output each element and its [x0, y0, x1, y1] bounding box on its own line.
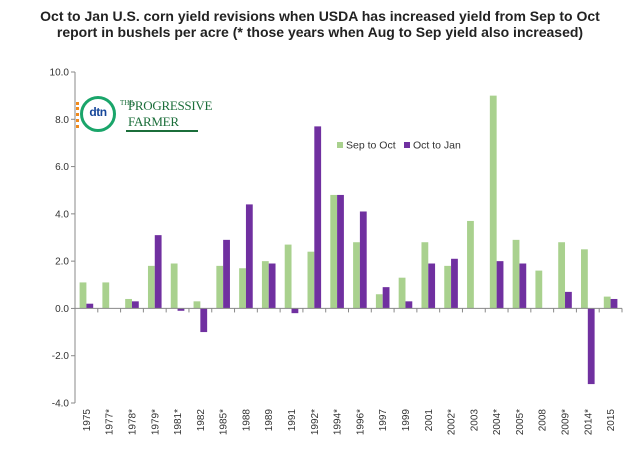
x-tick-label: 2014*	[583, 409, 594, 435]
bar-sep-to-oct	[330, 194, 338, 309]
x-tick-label: 1994*	[333, 409, 344, 435]
bar-sep-to-oct	[581, 249, 588, 309]
x-tick-label: 1977*	[105, 409, 116, 435]
bar-oct-to-jan	[337, 194, 344, 309]
bar-oct-to-jan	[405, 301, 413, 309]
x-tick-label: 1997	[378, 409, 389, 432]
bar-sep-to-oct	[170, 263, 178, 309]
x-axis: 1975 1977* 1978* 1979* 1981* 1982 1985* 1988 198…	[74, 307, 623, 435]
bar-oct-to-jan	[314, 126, 322, 309]
bar-oct-to-jan	[86, 303, 94, 309]
bar-sep-to-oct	[558, 242, 566, 309]
chart-title: Oct to Jan U.S. corn yield revisions whe…	[40, 8, 600, 40]
x-tick-label: 2004*	[492, 409, 503, 435]
x-tick-label: 1991	[287, 409, 298, 432]
y-tick-label: -2.0	[52, 351, 70, 362]
bar-oct-to-jan	[451, 258, 458, 309]
bar-sep-to-oct	[421, 242, 429, 309]
logo-progressive-text: PROGRESSIVE	[128, 98, 213, 113]
bar-oct-to-jan	[154, 235, 162, 309]
y-axis: -4.0 -2.0 0.0 2.0 4.0 6.0 8.0 10.0	[50, 68, 76, 410]
bar-oct-to-jan	[496, 261, 504, 309]
x-tick-label: 2003	[469, 409, 480, 432]
bar-oct-to-jan	[291, 308, 299, 314]
x-tick-label: 1989	[264, 409, 275, 432]
bar-sep-to-oct	[307, 251, 315, 309]
bar-oct-to-jan	[223, 239, 230, 309]
y-tick-label: 0.0	[55, 304, 69, 315]
bar-oct-to-jan	[131, 301, 139, 309]
bar-sep-to-oct	[444, 265, 452, 309]
bar-sep-to-oct	[375, 294, 383, 309]
y-tick-label: 2.0	[55, 257, 69, 268]
x-tick-label: 1978*	[127, 409, 138, 435]
bar-sep-to-oct	[125, 298, 132, 309]
x-tick-label: 2008	[538, 409, 549, 432]
bar-oct-to-jan	[587, 308, 595, 385]
bar-sep-to-oct	[353, 242, 360, 309]
y-tick-label: 6.0	[55, 162, 69, 173]
bar-oct-to-jan	[382, 287, 390, 309]
logo-underline	[126, 130, 198, 132]
legend-label: Sep to Oct	[346, 140, 396, 152]
bar-sep-to-oct	[284, 244, 292, 309]
bar-oct-to-jan	[245, 204, 253, 309]
bar-sep-to-oct	[102, 282, 110, 309]
x-tick-label: 1981*	[173, 409, 184, 435]
bar-sep-to-oct	[193, 301, 201, 309]
dtn-progressive-farmer-logo: dtn THE PROGRESSIVE FARMER	[76, 96, 212, 136]
bar-oct-to-jan	[268, 263, 276, 309]
logo-dtn-text: dtn	[89, 105, 107, 119]
bar-sep-to-oct	[398, 277, 406, 309]
bar-oct-to-jan	[359, 211, 367, 309]
legend-swatch	[404, 142, 410, 148]
x-tick-label: 1982	[196, 409, 207, 432]
x-tick-label: 2002*	[447, 409, 458, 435]
bar-oct-to-jan	[428, 263, 436, 309]
y-tick-label: 4.0	[55, 209, 69, 220]
bar-sep-to-oct	[489, 95, 497, 309]
bar-oct-to-jan	[565, 291, 572, 309]
bar-sep-to-oct	[535, 270, 543, 309]
legend: Sep to Oct Oct to Jan	[337, 140, 461, 152]
y-tick-label: -4.0	[52, 399, 70, 410]
legend-label: Oct to Jan	[413, 140, 461, 152]
bar-sep-to-oct	[79, 282, 87, 309]
x-tick-label: 1988	[241, 409, 252, 432]
bars	[79, 95, 618, 385]
logo-accent-dots	[76, 102, 85, 128]
bar-sep-to-oct	[603, 296, 611, 309]
x-tick-label: 2009*	[561, 409, 572, 435]
bar-oct-to-jan	[519, 263, 527, 309]
y-tick-label: 8.0	[55, 115, 69, 126]
x-tick-label: 1975	[82, 409, 93, 432]
logo-farmer-text: FARMER	[128, 114, 179, 129]
bar-sep-to-oct	[512, 239, 520, 309]
x-tick-label: 1979*	[150, 409, 161, 435]
bar-oct-to-jan	[610, 298, 618, 309]
x-tick-label: 1999	[401, 409, 412, 432]
bar-oct-to-jan	[200, 308, 208, 333]
bar-sep-to-oct	[239, 268, 246, 309]
x-tick-label: 2005*	[515, 409, 526, 435]
x-tick-label: 1985*	[219, 409, 230, 435]
x-tick-label: 2015	[606, 409, 617, 432]
bar-sep-to-oct	[216, 265, 224, 309]
x-tick-label: 2001	[424, 409, 435, 432]
logo-the-text: THE	[120, 99, 134, 107]
x-tick-label: 1992*	[310, 409, 321, 435]
legend-swatch	[337, 142, 343, 148]
bar-sep-to-oct	[147, 265, 155, 309]
x-tick-label: 1996*	[355, 409, 366, 435]
bar-oct-to-jan	[177, 308, 185, 311]
dtn-circle-icon	[80, 96, 116, 132]
bar-sep-to-oct	[261, 261, 269, 309]
bar-sep-to-oct	[467, 220, 474, 309]
y-tick-label: 10.0	[50, 68, 70, 79]
